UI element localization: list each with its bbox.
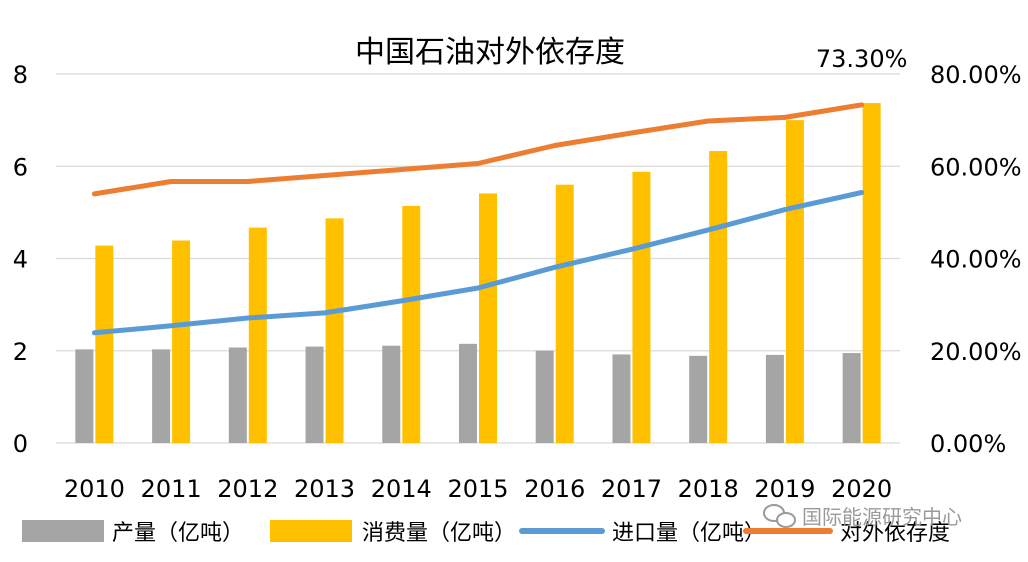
legend-label-dependency: 对外依存度: [840, 521, 950, 546]
bar-production-2019: [765, 354, 784, 443]
bar-production-2013: [305, 346, 324, 443]
legend-label-production: 产量（亿吨）: [112, 521, 244, 546]
x-tick-label: 2013: [294, 475, 355, 503]
bar-consumption-2012: [248, 227, 267, 443]
y-tick-label: 6: [13, 153, 28, 181]
y2-tick-label: 60.00%: [930, 153, 1022, 181]
x-tick-label: 2014: [371, 475, 432, 503]
bar-consumption-2015: [479, 193, 497, 443]
wechat-icon: [763, 504, 796, 528]
bar-production-2017: [612, 354, 631, 443]
bar-production-2016: [535, 350, 554, 443]
y-tick-label: 8: [13, 61, 28, 89]
y-tick-label: 4: [13, 246, 28, 274]
bar-consumption-2010: [95, 245, 114, 443]
bar-production-2020: [842, 353, 861, 443]
y2-tick-label: 40.00%: [930, 246, 1022, 274]
line-dependency: [91, 102, 865, 197]
right-axis-ticks: 0.00% 20.00% 40.00% 60.00% 80.00%: [930, 61, 1022, 458]
bar-consumption-2017: [632, 171, 651, 443]
bars-layer: [75, 103, 881, 443]
bar-consumption-2019: [785, 120, 804, 443]
bar-consumption-2013: [325, 218, 344, 443]
bar-production-2010: [75, 349, 94, 443]
x-tick-label: 2018: [678, 475, 739, 503]
x-tick-label: 2011: [141, 475, 202, 503]
bar-production-2011: [152, 349, 171, 443]
gridlines: [56, 73, 900, 444]
y2-tick-label: 20.00%: [930, 338, 1022, 366]
legend-label-consumption: 消费量（亿吨）: [362, 521, 516, 546]
y2-tick-label: 80.00%: [930, 61, 1022, 89]
bar-consumption-2014: [402, 205, 421, 443]
bar-consumption-2011: [172, 240, 191, 443]
bar-production-2015: [459, 343, 477, 443]
bar-consumption-2016: [555, 184, 574, 443]
watermark-text: 国际能源研究中心: [802, 505, 962, 529]
x-tick-label: 2017: [601, 475, 662, 503]
bar-consumption-2020: [862, 103, 881, 443]
x-tick-label: 2015: [447, 475, 508, 503]
watermark: 国际能源研究中心: [763, 504, 962, 529]
legend: 产量（亿吨） 消费量（亿吨） 进口量（亿吨） 对外依存度: [22, 520, 950, 546]
chart-title: 中国石油对外依存度: [355, 35, 625, 70]
bar-consumption-2018: [709, 151, 728, 443]
lines-layer: [91, 102, 865, 336]
x-tick-label: 2010: [64, 475, 125, 503]
legend-swatch-consumption: [270, 520, 352, 542]
x-tick-label: 2020: [831, 475, 892, 503]
bar-production-2018: [689, 355, 708, 443]
legend-label-import: 进口量（亿吨）: [612, 521, 766, 546]
y-tick-label: 2: [13, 338, 28, 366]
line-import: [91, 190, 865, 336]
x-axis-ticks: 2010 2011 2012 2013 2014 2015 2016 2017 2018 2019…: [64, 475, 892, 503]
bar-production-2012: [228, 347, 247, 443]
y-tick-label: 0: [13, 430, 28, 458]
x-tick-label: 2012: [217, 475, 278, 503]
y2-tick-label: 0.00%: [930, 430, 1006, 458]
x-tick-label: 2019: [754, 475, 815, 503]
left-axis-ticks: 0 2 4 6 8: [13, 61, 28, 458]
data-label-2020-dependency: 73.30%: [816, 45, 908, 73]
legend-swatch-production: [22, 520, 104, 542]
x-tick-label: 2016: [524, 475, 585, 503]
bar-production-2014: [382, 345, 401, 443]
